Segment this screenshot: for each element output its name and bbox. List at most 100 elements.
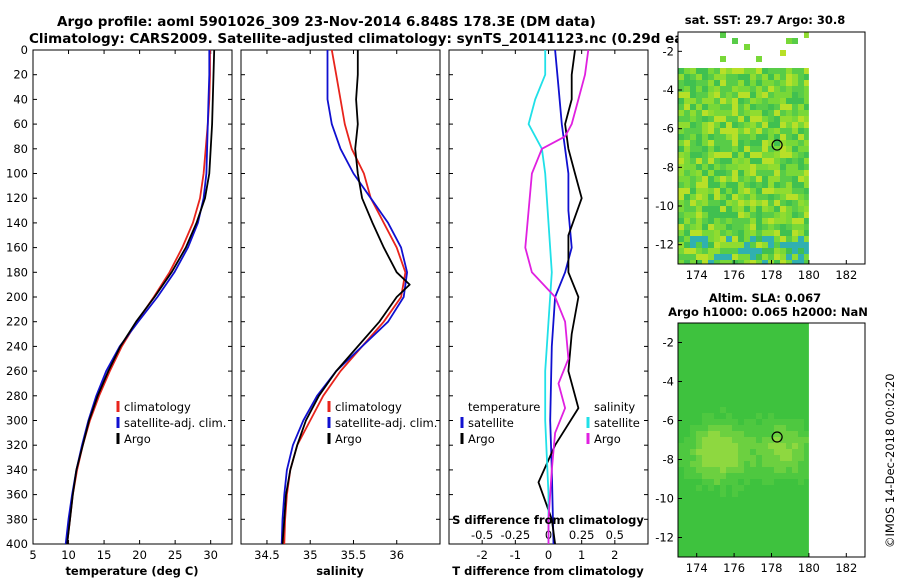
- legend-item: climatology: [124, 400, 191, 414]
- legend-item: satellite: [468, 416, 514, 430]
- map-y-tick-label: -10: [655, 199, 674, 213]
- legend-title: temperature: [468, 400, 540, 414]
- legend-item: Argo: [335, 432, 362, 446]
- temperature-panel: 5 10 15 20 25 30: [29, 49, 232, 562]
- x-tick-label: 10: [61, 548, 76, 562]
- depth-tick-label: 20: [13, 68, 28, 82]
- legend-item: satellite: [594, 416, 640, 430]
- series-climatology: [283, 49, 407, 545]
- depth-tick-label: 340: [6, 463, 28, 477]
- salinity-legend: climatology satellite-adj. clim. Argo: [327, 400, 437, 446]
- x-tick-label: 30: [203, 548, 218, 562]
- top-x-tick-label: -0.25: [500, 528, 530, 542]
- depth-tick-label: 180: [6, 265, 28, 279]
- map-field: [678, 32, 809, 264]
- depth-tick-label: 380: [6, 512, 28, 526]
- sst-map: 174 176 178 180 182 -2 -4 -6 -8 -10 -12: [655, 31, 866, 282]
- depth-tick-label: 100: [6, 167, 28, 181]
- map-y-tick-label: -8: [663, 160, 674, 174]
- series-s-satellite: [527, 50, 553, 544]
- map-x-tick-label: 176: [723, 561, 745, 575]
- x-tick-label: 36: [389, 548, 404, 562]
- x-tick-label: 2: [611, 548, 618, 562]
- map-x-tick-label: 178: [761, 268, 783, 282]
- depth-tick-label: 0: [21, 43, 28, 57]
- series-t-satellite: [549, 49, 573, 545]
- legend-item: satellite-adj. clim.: [124, 416, 226, 430]
- top-x-tick-label: 0.5: [606, 528, 624, 542]
- depth-tick-label: 80: [13, 142, 28, 156]
- depth-tick-label: 300: [6, 414, 28, 428]
- temperature-axes: [32, 49, 233, 545]
- x-tick-label: 25: [168, 548, 183, 562]
- x-tick-label: 34.5: [254, 548, 280, 562]
- depth-tick-label: 240: [6, 339, 28, 353]
- legend-item: Argo: [468, 432, 495, 446]
- legend-item: satellite-adj. clim.: [335, 416, 437, 430]
- series-satellite-adj-clim-: [280, 50, 409, 545]
- map-y-tick-label: -12: [655, 238, 674, 252]
- temperature-xlabel: temperature (deg C): [65, 564, 198, 578]
- map-x-tick-label: 180: [798, 561, 820, 575]
- map-y-tick-label: -2: [663, 336, 674, 350]
- salinity-panel: 34.5 35 35.5 36: [241, 49, 440, 562]
- x-tick-label: 20: [132, 548, 147, 562]
- map-x-tick-label: 180: [798, 268, 820, 282]
- map-x-tick-label: 182: [835, 561, 857, 575]
- map-x-tick-label: 176: [723, 268, 745, 282]
- series-argo: [281, 50, 411, 545]
- series-s-argo: [524, 49, 590, 544]
- depth-tick-label: 320: [6, 438, 28, 452]
- map-y-tick-label: -4: [663, 375, 674, 389]
- series-satellite-adj-clim-: [64, 50, 211, 545]
- difference-xlabel: T difference from climatology: [452, 564, 644, 578]
- salinity-axes: [240, 49, 441, 545]
- map-field: [678, 323, 809, 557]
- depth-tick-label: 160: [6, 241, 28, 255]
- series-t-argo: [537, 49, 583, 545]
- depth-tick-label: 220: [6, 315, 28, 329]
- x-tick-label: 35: [303, 548, 318, 562]
- x-tick-label: 15: [97, 548, 112, 562]
- legend-item: Argo: [594, 432, 621, 446]
- depth-tick-label: 260: [6, 364, 28, 378]
- x-tick-label: -1: [510, 548, 521, 562]
- depth-tick-label: 280: [6, 389, 28, 403]
- map-y-tick-label: -6: [663, 122, 674, 136]
- map-y-tick-label: -10: [655, 492, 674, 506]
- depth-tick-label: 40: [13, 92, 28, 106]
- x-tick-label: -2: [476, 548, 487, 562]
- temperature-legend: climatology satellite-adj. clim. Argo: [116, 400, 226, 446]
- difference-legend-salinity: salinity satellite Argo: [586, 400, 640, 446]
- figure-title-line1: Argo profile: aoml 5901026_309 23-Nov-20…: [57, 14, 596, 30]
- x-tick-label: 1: [578, 548, 585, 562]
- depth-tick-labels: 0 20 40 60 80 100 120 140 160 180 200 220 240 260 280 3…: [6, 43, 28, 551]
- x-tick-label: 35.5: [341, 548, 367, 562]
- map-x-tick-label: 178: [761, 561, 783, 575]
- depth-tick-label: 120: [6, 191, 28, 205]
- map-y-tick-label: -2: [663, 44, 674, 58]
- map-y-tick-label: -12: [655, 531, 674, 545]
- salinity-xlabel: salinity: [316, 564, 364, 578]
- map-y-tick-label: -4: [663, 83, 674, 97]
- sla-map-title: Altim. SLA: 0.067: [709, 291, 821, 305]
- depth-tick-label: 360: [6, 488, 28, 502]
- legend-item: climatology: [335, 400, 402, 414]
- depth-tick-label: 200: [6, 290, 28, 304]
- top-x-tick-label: -0.5: [471, 528, 493, 542]
- map-x-tick-label: 174: [686, 268, 708, 282]
- depth-tick-label: 400: [6, 537, 28, 551]
- sst-map-title: sat. SST: 29.7 Argo: 30.8: [685, 13, 845, 27]
- sla-map: 174 176 178 180 182 -2 -4 -6 -8 -10 -12: [655, 322, 866, 575]
- map-y-tick-label: -8: [663, 453, 674, 467]
- figure-title-line2: Climatology: CARS2009. Satellite-adjuste…: [29, 31, 721, 47]
- depth-tick-label: 60: [13, 117, 28, 131]
- x-tick-label: 5: [29, 548, 36, 562]
- map-x-tick-label: 174: [686, 561, 708, 575]
- legend-item: Argo: [124, 432, 151, 446]
- legend-title: salinity: [594, 400, 635, 414]
- difference-top-xlabel: S difference from climatology: [452, 513, 644, 527]
- difference-legend-temperature: temperature satellite Argo: [460, 400, 540, 446]
- argo-location-marker: [771, 431, 783, 443]
- imos-footer: ©IMOS 14-Dec-2018 00:02:20: [883, 373, 897, 548]
